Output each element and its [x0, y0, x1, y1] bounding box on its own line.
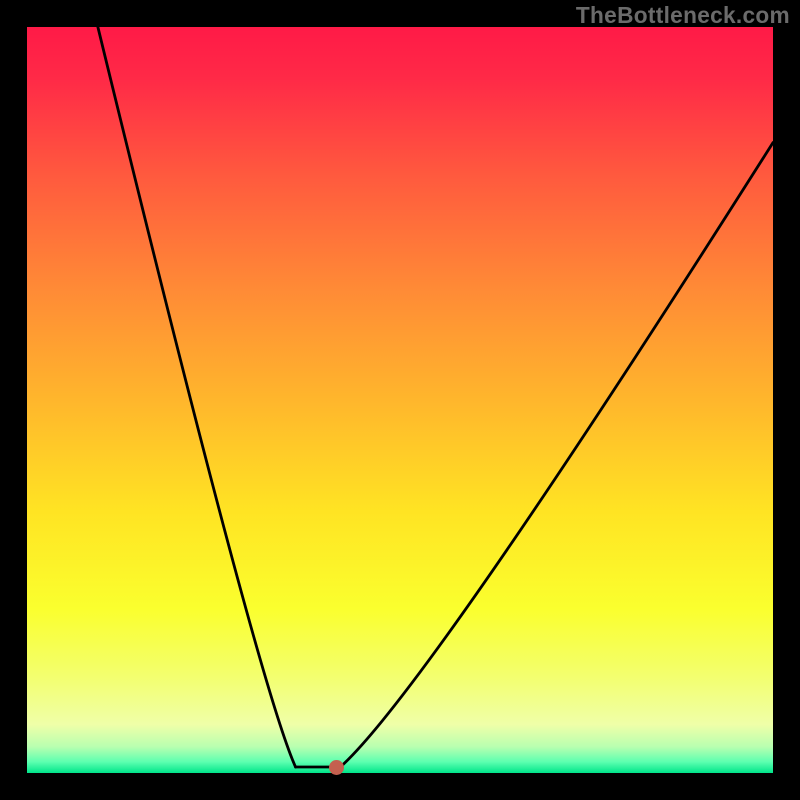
- plot-area: [27, 27, 773, 773]
- chart-container: TheBottleneck.com: [0, 0, 800, 800]
- optimum-marker: [329, 760, 344, 775]
- watermark-text: TheBottleneck.com: [576, 2, 790, 29]
- bottleneck-curve: [27, 27, 773, 773]
